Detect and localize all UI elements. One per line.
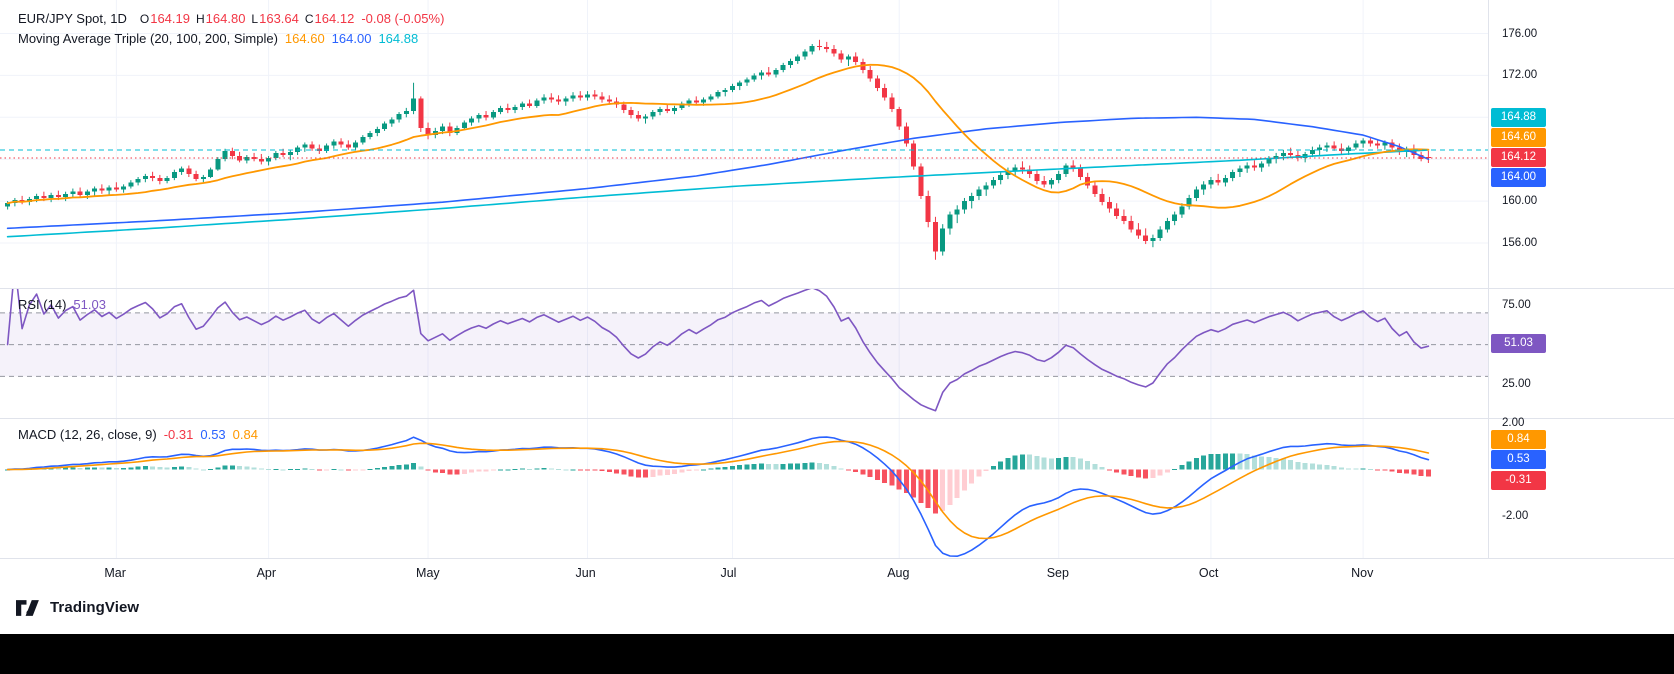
chart-canvas[interactable]: [0, 0, 1674, 558]
rsi-value: 51.03: [73, 296, 106, 312]
month-label: Sep: [1046, 566, 1069, 580]
rsi-legend: RSI (14) 51.03: [18, 294, 106, 314]
month-label: Mar: [104, 566, 126, 580]
axis-badge-rsi: 51.03: [1491, 334, 1546, 353]
ma20-value: 164.60: [284, 30, 325, 46]
tradingview-wordmark: TradingView: [50, 599, 140, 616]
axis-badge-ma200: 164.88: [1491, 108, 1546, 127]
tradingview-logo-icon[interactable]: [16, 599, 43, 616]
axis-badge-last-price: 164.12: [1491, 148, 1546, 167]
ohlc-values: O164.19 H164.80 L163.64 C164.12: [134, 11, 354, 26]
main-legend: EUR/JPY Spot, 1D O164.19 H164.80 L163.64 C1…: [18, 8, 444, 48]
low-value: 163.64: [259, 10, 299, 26]
y-axis-label: 75.00: [1502, 298, 1531, 311]
symbol-legend-row: EUR/JPY Spot, 1D O164.19 H164.80 L163.64 C1…: [18, 8, 444, 28]
y-axis-label: 172.00: [1502, 69, 1538, 82]
macd-indicator-title[interactable]: MACD (12, 26, close, 9): [18, 426, 157, 442]
high-label: H: [195, 11, 205, 26]
month-label: Nov: [1351, 566, 1374, 580]
axis-badge-macd-hist: -0.31: [1491, 471, 1546, 490]
macd-legend: MACD (12, 26, close, 9) -0.31 0.53 0.84: [18, 424, 258, 444]
month-label: Apr: [256, 566, 277, 580]
month-label: May: [416, 566, 440, 580]
y-axis-label: 156.00: [1502, 237, 1538, 249]
macd-line-value: 0.53: [200, 426, 226, 442]
time-scale[interactable]: Mar Apr May Jun Jul Aug Sep Oct Nov: [0, 558, 1674, 588]
symbol-title[interactable]: EUR/JPY Spot, 1D: [18, 10, 127, 26]
high-value: 164.80: [205, 10, 246, 26]
month-label: Jul: [720, 566, 737, 580]
month-label: Jun: [575, 566, 596, 580]
axis-badge-ma100: 164.00: [1491, 168, 1546, 187]
axis-badge-macd-line: 0.53: [1491, 450, 1546, 469]
ma-legend-row: Moving Average Triple (20, 100, 200, Sim…: [18, 28, 444, 48]
ma-indicator-title[interactable]: Moving Average Triple (20, 100, 200, Sim…: [18, 30, 278, 46]
bottom-bar: [0, 634, 1674, 674]
macd-hist-value: -0.31: [163, 426, 194, 442]
low-label: L: [251, 11, 259, 26]
y-axis-label: 160.00: [1502, 195, 1538, 208]
close-value: 164.12: [314, 10, 355, 26]
close-label: C: [304, 11, 314, 26]
y-axis-label: 2.00: [1502, 416, 1525, 429]
month-label: Aug: [887, 566, 910, 580]
month-label: Oct: [1198, 566, 1219, 580]
ma200-value: 164.88: [378, 30, 419, 46]
change-value: -0.08 (-0.05%): [361, 10, 445, 26]
y-axis-label: -2.00: [1502, 510, 1529, 523]
open-value: 164.19: [150, 10, 190, 26]
ma100-value: 164.00: [331, 30, 372, 46]
axis-badge-macd-signal: 0.84: [1491, 430, 1546, 449]
y-axis-label: 176.00: [1502, 27, 1538, 40]
rsi-indicator-title[interactable]: RSI (14): [18, 296, 67, 312]
macd-signal-value: 0.84: [232, 426, 258, 442]
y-axis-label: 25.00: [1502, 378, 1531, 391]
open-label: O: [139, 11, 150, 26]
axis-badge-ma20: 164.60: [1491, 128, 1546, 147]
footer-branding[interactable]: TradingView: [16, 599, 139, 616]
